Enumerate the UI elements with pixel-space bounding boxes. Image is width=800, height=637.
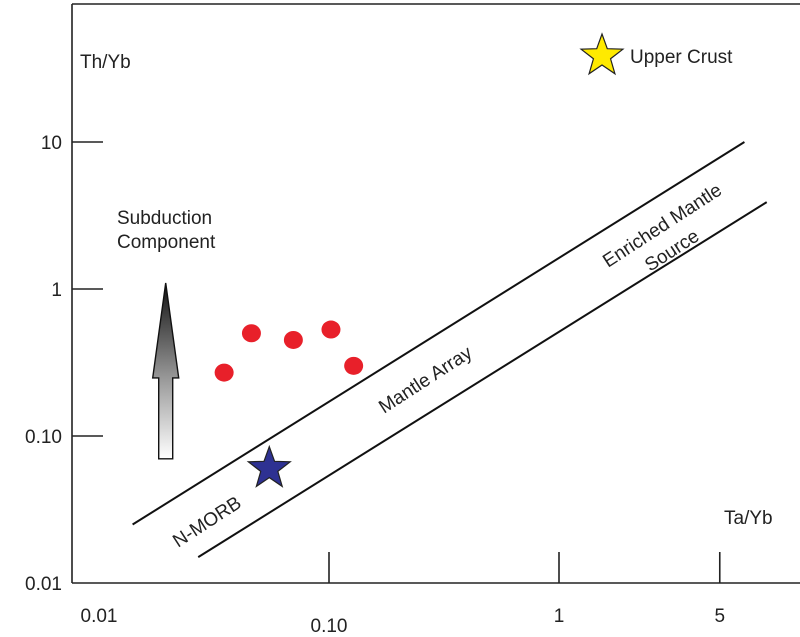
mantle-array-upper-line	[132, 141, 745, 526]
tick-group: 0.01 0.10 1 5 0.01 0.10 1 10	[25, 133, 725, 637]
x-tick-label: 0.01	[81, 606, 118, 627]
y-tick-label: 0.01	[25, 574, 62, 595]
subduction-label-line1: Subduction	[117, 208, 212, 229]
x-axis-label: Ta/Yb	[724, 508, 773, 529]
data-point	[283, 330, 303, 349]
data-point	[241, 324, 261, 343]
mantle-array-lower-line	[197, 201, 768, 558]
reference-stars	[246, 32, 625, 488]
subduction-label-line2: Component	[117, 232, 216, 253]
data-points	[214, 320, 364, 382]
data-point	[214, 363, 234, 382]
subduction-arrow	[151, 282, 180, 460]
data-point	[344, 356, 364, 375]
y-axis-label: Th/Yb	[80, 52, 131, 73]
y-tick-label: 10	[41, 133, 62, 154]
n-morb-label: N-MORB	[169, 493, 245, 553]
mantle-array-lines	[132, 141, 768, 558]
mantle-array-label: Mantle Array	[375, 342, 476, 418]
upper-crust-star-icon	[579, 32, 625, 76]
upper-crust-label: Upper Crust	[630, 47, 733, 68]
x-tick-label: 5	[714, 606, 725, 627]
x-tick-label: 0.10	[311, 616, 348, 637]
x-tick-label: 1	[554, 606, 565, 627]
subduction-arrow-shape	[151, 282, 180, 460]
data-point	[321, 320, 341, 339]
y-tick-label: 0.10	[25, 427, 62, 448]
y-tick-label: 1	[51, 280, 62, 301]
n-morb-star-icon	[246, 444, 292, 488]
